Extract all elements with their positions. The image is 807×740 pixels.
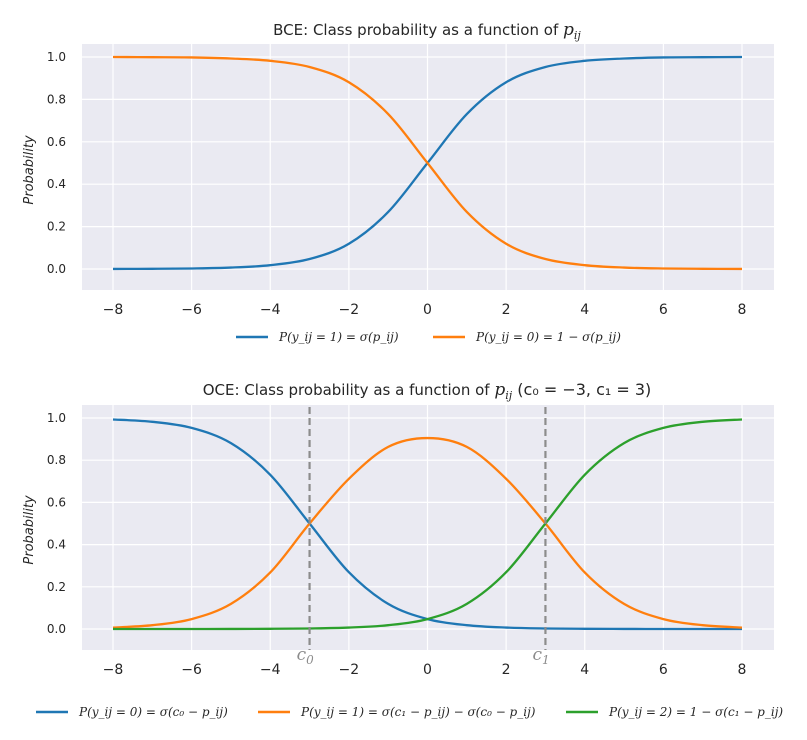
bce-y-tick-labels: 0.0 0.2 0.4 0.6 0.8 1.0 xyxy=(47,50,66,276)
bce-y-tick-label: 0.4 xyxy=(47,177,66,191)
bce-y-tick-label: 1.0 xyxy=(47,50,66,64)
bce-y-tick-label: 0.2 xyxy=(47,220,66,234)
oce-x-tick-label: 2 xyxy=(502,662,511,678)
bce-x-tick-labels: −8 −6 −4 −2 0 2 4 6 8 xyxy=(103,302,747,318)
bce-series-line-2 xyxy=(112,55,743,271)
bce-legend-label-2: P(y_ij = 0) = 1 − σ(p_ij) xyxy=(475,330,621,344)
oce-x-tick-label: −6 xyxy=(181,662,202,678)
bce-y-tick-label: 0.8 xyxy=(47,92,66,106)
oce-series-group xyxy=(112,418,743,631)
oce-y-tick-label: 0.0 xyxy=(47,622,66,636)
oce-y-tick-label: 0.6 xyxy=(47,495,66,509)
oce-x-tick-label: 8 xyxy=(738,662,747,678)
bce-x-tick-label: 6 xyxy=(659,302,668,318)
oce-x-tick-label: 4 xyxy=(580,662,589,678)
oce-threshold-label-c1: c1 xyxy=(532,645,549,667)
bce-legend-label-1: P(y_ij = 1) = σ(p_ij) xyxy=(278,330,399,344)
oce-x-tick-label: −2 xyxy=(339,662,360,678)
bce-x-tick-label: −2 xyxy=(339,302,360,318)
bce-chart-title: BCE: Class probability as a function of … xyxy=(273,20,581,42)
bce-gridlines xyxy=(82,44,774,290)
bce-chart: BCE: Class probability as a function of … xyxy=(22,20,774,344)
oce-x-tick-label: −8 xyxy=(103,662,124,678)
oce-y-tick-labels: 0.0 0.2 0.4 0.6 0.8 1.0 xyxy=(47,411,66,636)
oce-legend-label-1: P(y_ij = 0) = σ(c₀ − p_ij) xyxy=(78,705,228,719)
bce-x-tick-label: 2 xyxy=(502,302,511,318)
oce-y-tick-label: 0.4 xyxy=(47,538,66,552)
bce-x-tick-label: 0 xyxy=(423,302,432,318)
bce-x-tick-label: −6 xyxy=(181,302,202,318)
bce-x-tick-label: 4 xyxy=(580,302,589,318)
oce-threshold-label-c0: c0 xyxy=(297,645,315,667)
oce-y-tick-label: 1.0 xyxy=(47,411,66,425)
oce-x-tick-labels: −8 −6 −4 −2 0 2 4 6 8 xyxy=(103,662,747,678)
oce-chart-title: OCE: Class probability as a function of … xyxy=(203,380,652,402)
bce-x-tick-label: −4 xyxy=(260,302,281,318)
bce-y-axis-label: Probability xyxy=(22,135,37,205)
oce-legend: P(y_ij = 0) = σ(c₀ − p_ij) P(y_ij = 1) =… xyxy=(36,705,783,719)
bce-y-tick-label: 0.0 xyxy=(47,262,66,276)
bce-x-tick-label: 8 xyxy=(738,302,747,318)
oce-gridlines xyxy=(82,405,774,650)
oce-y-tick-label: 0.2 xyxy=(47,580,66,594)
oce-y-axis-label: Probability xyxy=(22,495,37,565)
bce-x-tick-label: −8 xyxy=(103,302,124,318)
oce-x-tick-label: 6 xyxy=(659,662,668,678)
bce-series-group xyxy=(112,55,743,271)
oce-threshold-lines: c0 c1 xyxy=(297,407,550,667)
oce-chart: OCE: Class probability as a function of … xyxy=(22,380,783,719)
bce-y-tick-label: 0.6 xyxy=(47,135,66,149)
oce-y-tick-label: 0.8 xyxy=(47,453,66,467)
oce-series-line-2 xyxy=(112,436,743,629)
oce-x-tick-label: 0 xyxy=(423,662,432,678)
oce-legend-label-2: P(y_ij = 1) = σ(c₁ − p_ij) − σ(c₀ − p_ij… xyxy=(300,705,536,719)
oce-legend-label-3: P(y_ij = 2) = 1 − σ(c₁ − p_ij) xyxy=(608,705,783,719)
oce-x-tick-label: −4 xyxy=(260,662,281,678)
oce-series-line-3 xyxy=(112,418,743,631)
bce-legend: P(y_ij = 1) = σ(p_ij) P(y_ij = 0) = 1 − … xyxy=(236,330,621,344)
